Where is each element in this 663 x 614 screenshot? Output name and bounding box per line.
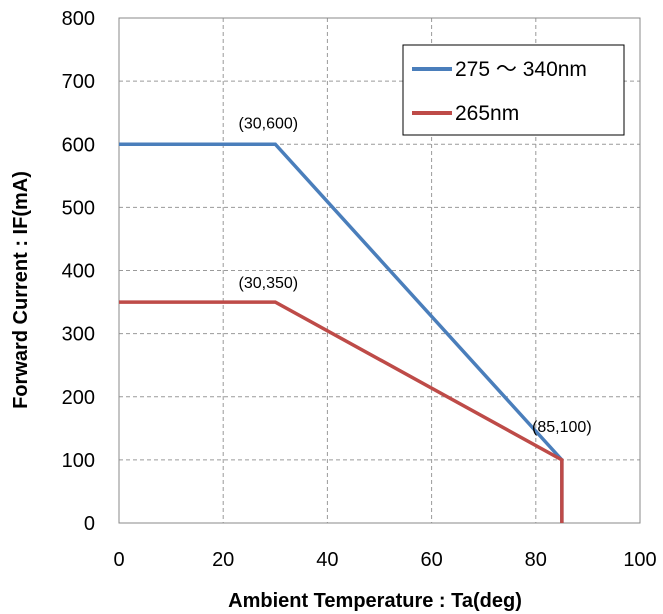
y-tick-label: 0 (84, 513, 95, 535)
x-tick-label: 40 (316, 549, 338, 571)
x-axis-title: Ambient Temperature : Ta(deg) (228, 590, 522, 612)
legend: 275 ～ 340nm 265nm (402, 44, 625, 136)
y-tick-label: 100 (62, 450, 95, 472)
x-tick-label: 20 (212, 549, 234, 571)
x-tick-label: 60 (420, 549, 442, 571)
annotations: (30,600) (30,350) (85,100) (239, 115, 592, 436)
x-tick-label: 80 (525, 549, 547, 571)
y-tick-label: 700 (62, 71, 95, 93)
x-tick-label: 0 (113, 549, 124, 571)
y-tick-label: 600 (62, 134, 95, 156)
y-tick-label: 500 (62, 197, 95, 219)
y-axis-ticks: 0 100 200 300 400 500 600 700 800 (62, 8, 95, 535)
legend-label-275-340nm: 275 ～ 340nm (455, 58, 587, 81)
legend-box (402, 44, 625, 136)
x-tick-label: 100 (623, 549, 656, 571)
y-tick-label: 300 (62, 324, 95, 346)
y-axis-title: Forward Current : IF(mA) (10, 171, 32, 409)
legend-label-265nm: 265nm (455, 102, 519, 125)
series-line-265nm (119, 300, 564, 523)
plot-area (118, 17, 641, 524)
data-point-annotation: (85,100) (532, 419, 592, 436)
y-tick-label: 200 (62, 387, 95, 409)
y-tick-label: 800 (62, 8, 95, 30)
data-point-annotation: (30,350) (239, 275, 299, 292)
data-point-annotation: (30,600) (239, 115, 299, 132)
series-lines (119, 142, 564, 523)
y-tick-label: 400 (62, 261, 95, 283)
x-axis-ticks: 0 20 40 60 80 100 (113, 549, 656, 571)
